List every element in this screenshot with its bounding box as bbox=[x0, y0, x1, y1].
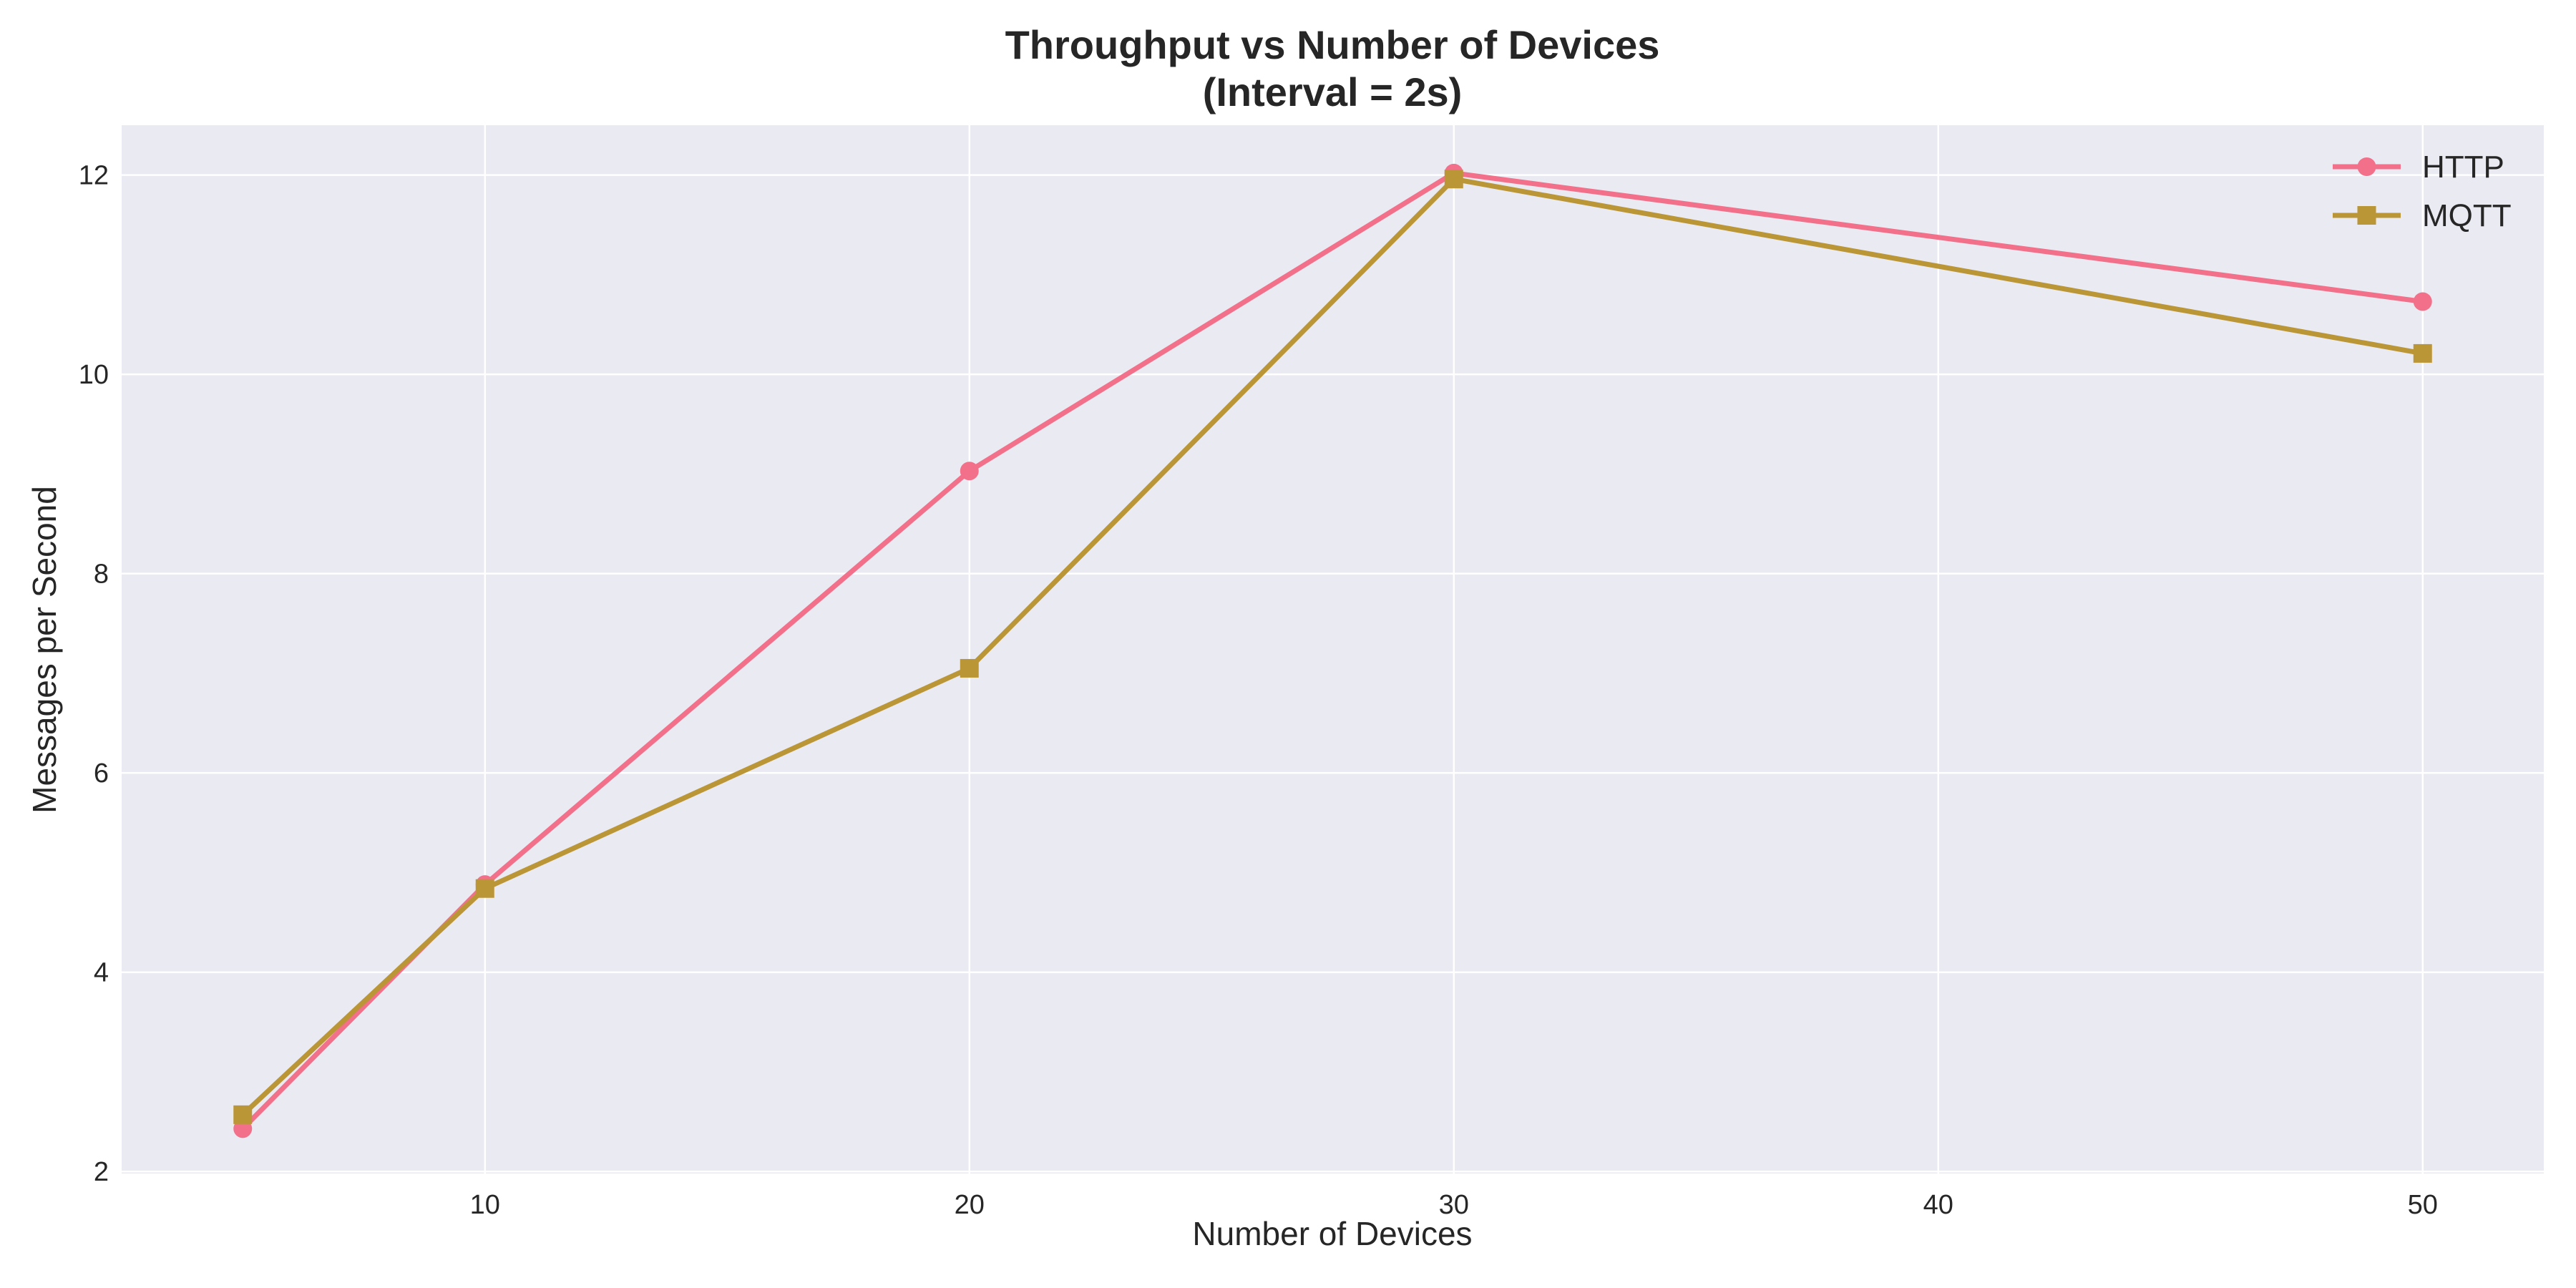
data-point-http bbox=[960, 462, 979, 481]
legend-label-http: HTTP bbox=[2422, 150, 2504, 185]
data-point-mqtt bbox=[960, 658, 979, 678]
data-point-http bbox=[2413, 292, 2432, 311]
legend-item-http: HTTP bbox=[2333, 150, 2504, 185]
data-point-mqtt bbox=[2413, 343, 2432, 363]
x-tick-label: 40 bbox=[1923, 1190, 1953, 1220]
y-tick-label: 10 bbox=[79, 360, 109, 390]
y-tick-label: 6 bbox=[94, 758, 109, 789]
series-mqtt bbox=[233, 170, 2432, 1124]
x-tick-label: 20 bbox=[955, 1190, 985, 1220]
legend: HTTP MQTT bbox=[2333, 150, 2512, 233]
x-tick-label: 50 bbox=[2408, 1190, 2438, 1220]
legend-label-mqtt: MQTT bbox=[2422, 198, 2512, 233]
x-axis-ticks: 10 20 30 40 50 bbox=[470, 1190, 2438, 1220]
legend-marker-mqtt bbox=[2357, 206, 2376, 225]
y-tick-label: 2 bbox=[94, 1157, 109, 1187]
y-tick-label: 4 bbox=[94, 958, 109, 988]
data-point-mqtt bbox=[475, 879, 494, 898]
y-tick-label: 8 bbox=[94, 560, 109, 590]
data-point-mqtt bbox=[233, 1105, 253, 1124]
y-axis-label: Messages per Second bbox=[26, 486, 63, 814]
y-tick-label: 12 bbox=[79, 161, 109, 191]
data-point-mqtt bbox=[1444, 170, 1463, 189]
series-group bbox=[233, 163, 2432, 1138]
legend-item-mqtt: MQTT bbox=[2333, 198, 2512, 233]
x-axis-label: Number of Devices bbox=[1192, 1215, 1472, 1252]
chart-title: Throughput vs Number of Devices bbox=[1005, 22, 1660, 67]
x-tick-label: 10 bbox=[470, 1190, 500, 1220]
chart-subtitle: (Interval = 2s) bbox=[1203, 69, 1463, 114]
y-axis-ticks: 2 4 6 8 10 12 bbox=[79, 161, 109, 1188]
x-tick-label: 30 bbox=[1439, 1190, 1469, 1220]
legend-marker-http bbox=[2357, 157, 2376, 176]
